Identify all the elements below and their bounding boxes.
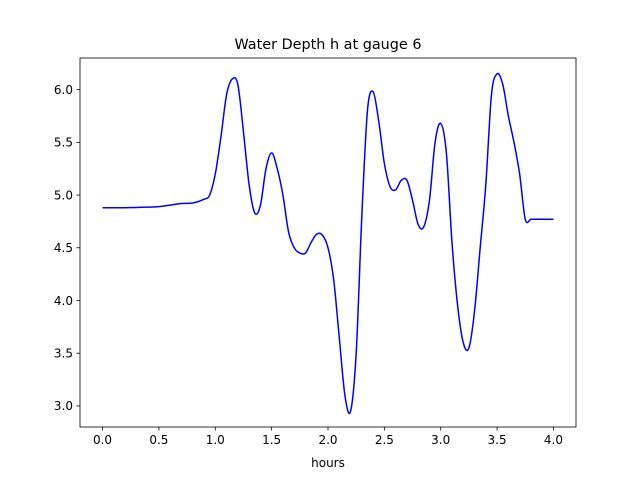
x-tick-label: 1.0 [206,433,225,447]
y-tick-label: 5.0 [54,188,73,202]
x-tick-label: 0.0 [93,433,112,447]
chart-title: Water Depth h at gauge 6 [234,37,421,53]
y-tick-label: 3.5 [54,347,73,361]
x-tick-label: 2.5 [375,433,394,447]
x-tick-label: 2.0 [318,433,337,447]
x-tick-label: 3.0 [431,433,450,447]
y-tick-label: 4.5 [54,241,73,255]
x-tick-label: 0.5 [149,433,168,447]
y-tick-label: 3.0 [54,399,73,413]
y-tick-label: 5.5 [54,136,73,150]
y-tick-label: 6.0 [54,83,73,97]
y-tick-label: 4.0 [54,294,73,308]
x-tick-label: 3.5 [488,433,507,447]
x-tick-label: 1.5 [262,433,281,447]
series-line-0 [102,72,554,415]
x-tick-label: 4.0 [544,433,563,447]
x-axis-label: hours [311,456,345,470]
